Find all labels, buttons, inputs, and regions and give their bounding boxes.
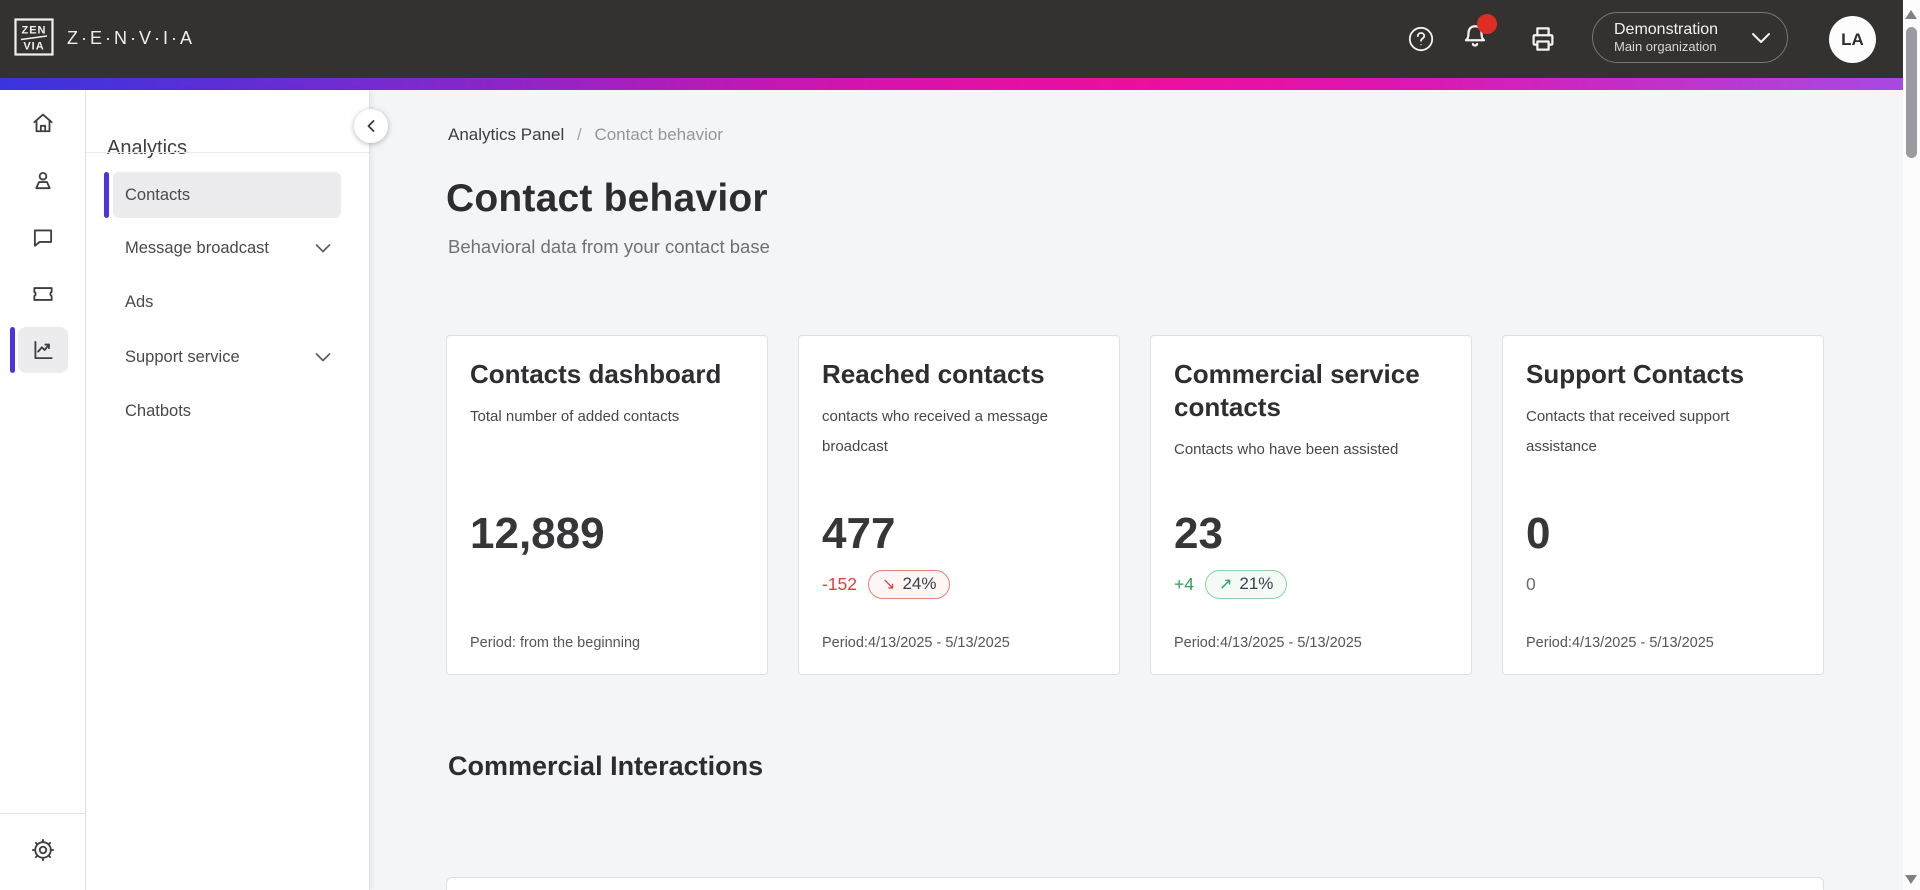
zenvia-logo-icon: ZEN VIA bbox=[14, 18, 54, 56]
org-subtitle: Main organization bbox=[1614, 39, 1717, 54]
svg-text:VIA: VIA bbox=[23, 41, 44, 53]
card-value: 23 bbox=[1174, 509, 1223, 558]
rail-item-contacts[interactable] bbox=[0, 157, 86, 205]
brand-gradient-strip bbox=[0, 78, 1903, 90]
card-title: Support Contacts bbox=[1526, 359, 1745, 389]
card-title: Commercial service contacts bbox=[1174, 359, 1420, 422]
chat-bubble-icon bbox=[33, 229, 53, 247]
trend-up-icon: ↗ bbox=[1218, 576, 1233, 593]
card-support-contacts: Support Contacts Contacts that received … bbox=[1502, 335, 1824, 675]
top-bar: ZEN VIA Z·E·N·V·I·A bbox=[0, 0, 1903, 78]
card-description: Contacts who have been assisted bbox=[1174, 441, 1399, 458]
delta-value: +4 bbox=[1174, 573, 1194, 594]
chevron-down-icon bbox=[315, 243, 331, 253]
sidebar-item-ads[interactable]: Ads bbox=[125, 292, 154, 311]
print-button[interactable] bbox=[1526, 22, 1560, 56]
rail-item-campaigns[interactable] bbox=[0, 270, 86, 318]
person-icon bbox=[35, 171, 51, 190]
delta-value: -152 bbox=[822, 573, 858, 594]
rail-active-indicator bbox=[10, 327, 15, 373]
card-reached-contacts: Reached contacts contacts who received a… bbox=[798, 335, 1120, 675]
chevron-down-icon bbox=[1752, 32, 1770, 43]
gear-icon bbox=[31, 838, 55, 862]
trend-down-icon: ↘ bbox=[882, 576, 896, 593]
rail-item-home[interactable] bbox=[0, 99, 86, 147]
card-period: Period:4/13/2025 - 5/13/2025 bbox=[822, 635, 1010, 651]
rail-item-conversations[interactable] bbox=[0, 214, 86, 262]
card-delta-row: 0 bbox=[1526, 569, 1536, 599]
breadcrumb-analytics-panel[interactable]: Analytics Panel bbox=[448, 125, 565, 144]
card-title: Contacts dashboard bbox=[470, 359, 722, 389]
breadcrumb-separator: / bbox=[576, 125, 582, 144]
printer-icon bbox=[1532, 27, 1554, 51]
delta-value: 0 bbox=[1526, 573, 1536, 594]
sidebar-title: Analytics bbox=[107, 137, 188, 159]
commercial-interactions-card bbox=[446, 877, 1824, 890]
help-icon bbox=[1408, 26, 1434, 52]
page-subtitle: Behavioral data from your contact base bbox=[448, 236, 770, 257]
svg-text:ZEN: ZEN bbox=[22, 25, 47, 37]
trend-percent: 21% bbox=[1239, 574, 1274, 593]
card-delta-row: -152 ↘ 24% bbox=[822, 569, 951, 599]
org-name: Demonstration bbox=[1614, 21, 1719, 38]
chevron-down-icon bbox=[315, 352, 331, 362]
rail-item-settings[interactable] bbox=[0, 826, 86, 874]
card-delta-row: +4 ↗ 21% bbox=[1174, 569, 1288, 599]
kpi-cards-row: Contacts dashboard Total number of added… bbox=[446, 335, 1824, 675]
rail-divider bbox=[0, 813, 86, 814]
chevron-left-icon bbox=[367, 120, 375, 132]
sidebar-item-support-service[interactable]: Support service bbox=[113, 334, 341, 380]
breadcrumb-current: Contact behavior bbox=[594, 125, 723, 144]
card-period: Period:4/13/2025 - 5/13/2025 bbox=[1526, 635, 1714, 651]
section-title-commercial-interactions: Commercial Interactions bbox=[448, 751, 764, 781]
trend-badge: ↘ 24% bbox=[868, 569, 951, 599]
ticket-icon bbox=[33, 287, 53, 301]
card-description: Contacts that received support assistanc… bbox=[1526, 408, 1730, 455]
brand-wordmark: Z·E·N·V·I·A bbox=[67, 27, 195, 48]
trend-badge: ↗ 21% bbox=[1204, 569, 1288, 599]
zenvia-brand[interactable]: ZEN VIA Z·E·N·V·I·A bbox=[14, 18, 195, 56]
scrollbar-thumb[interactable] bbox=[1906, 27, 1917, 158]
card-description: Total number of added contacts bbox=[470, 408, 680, 425]
home-icon bbox=[33, 113, 53, 133]
sidebar-item-contacts[interactable]: Contacts bbox=[104, 172, 341, 218]
card-description: contacts who received a message broadcas… bbox=[822, 408, 1048, 455]
card-value: 0 bbox=[1526, 509, 1551, 558]
analytics-sidebar: Analytics Contacts Message broadcast Ads… bbox=[86, 90, 370, 890]
page-scrollbar[interactable] bbox=[1903, 0, 1920, 890]
breadcrumb: Analytics Panel / Contact behavior bbox=[448, 125, 723, 145]
card-title: Reached contacts bbox=[822, 359, 1045, 389]
sidebar-item-chatbots[interactable]: Chatbots bbox=[125, 401, 192, 420]
page-title: Contact behavior bbox=[446, 177, 768, 220]
card-period: Period: from the beginning bbox=[470, 635, 641, 651]
line-chart-icon bbox=[34, 340, 53, 360]
scrollbar-down-arrow[interactable] bbox=[1905, 875, 1917, 884]
user-avatar[interactable]: LA bbox=[1829, 16, 1876, 63]
sidebar-item-message-broadcast[interactable]: Message broadcast bbox=[113, 225, 341, 271]
sidebar-collapse-button[interactable] bbox=[354, 109, 388, 143]
card-contacts-dashboard: Contacts dashboard Total number of added… bbox=[446, 335, 768, 675]
card-commercial-service-contacts: Commercial service contacts Contacts who… bbox=[1150, 335, 1472, 675]
card-period: Period:4/13/2025 - 5/13/2025 bbox=[1174, 635, 1362, 651]
help-button[interactable] bbox=[1404, 22, 1438, 56]
active-indicator-bar bbox=[104, 172, 109, 218]
rail-item-analytics[interactable] bbox=[0, 326, 86, 374]
notification-badge bbox=[1477, 13, 1497, 34]
notifications-button[interactable] bbox=[1458, 13, 1497, 56]
scrollbar-up-arrow[interactable] bbox=[1905, 10, 1917, 19]
org-switcher[interactable]: Demonstration Main organization bbox=[1592, 12, 1788, 63]
icon-rail bbox=[0, 90, 86, 890]
card-value: 477 bbox=[822, 509, 896, 558]
card-value: 12,889 bbox=[470, 509, 605, 558]
trend-percent: 24% bbox=[902, 574, 937, 593]
